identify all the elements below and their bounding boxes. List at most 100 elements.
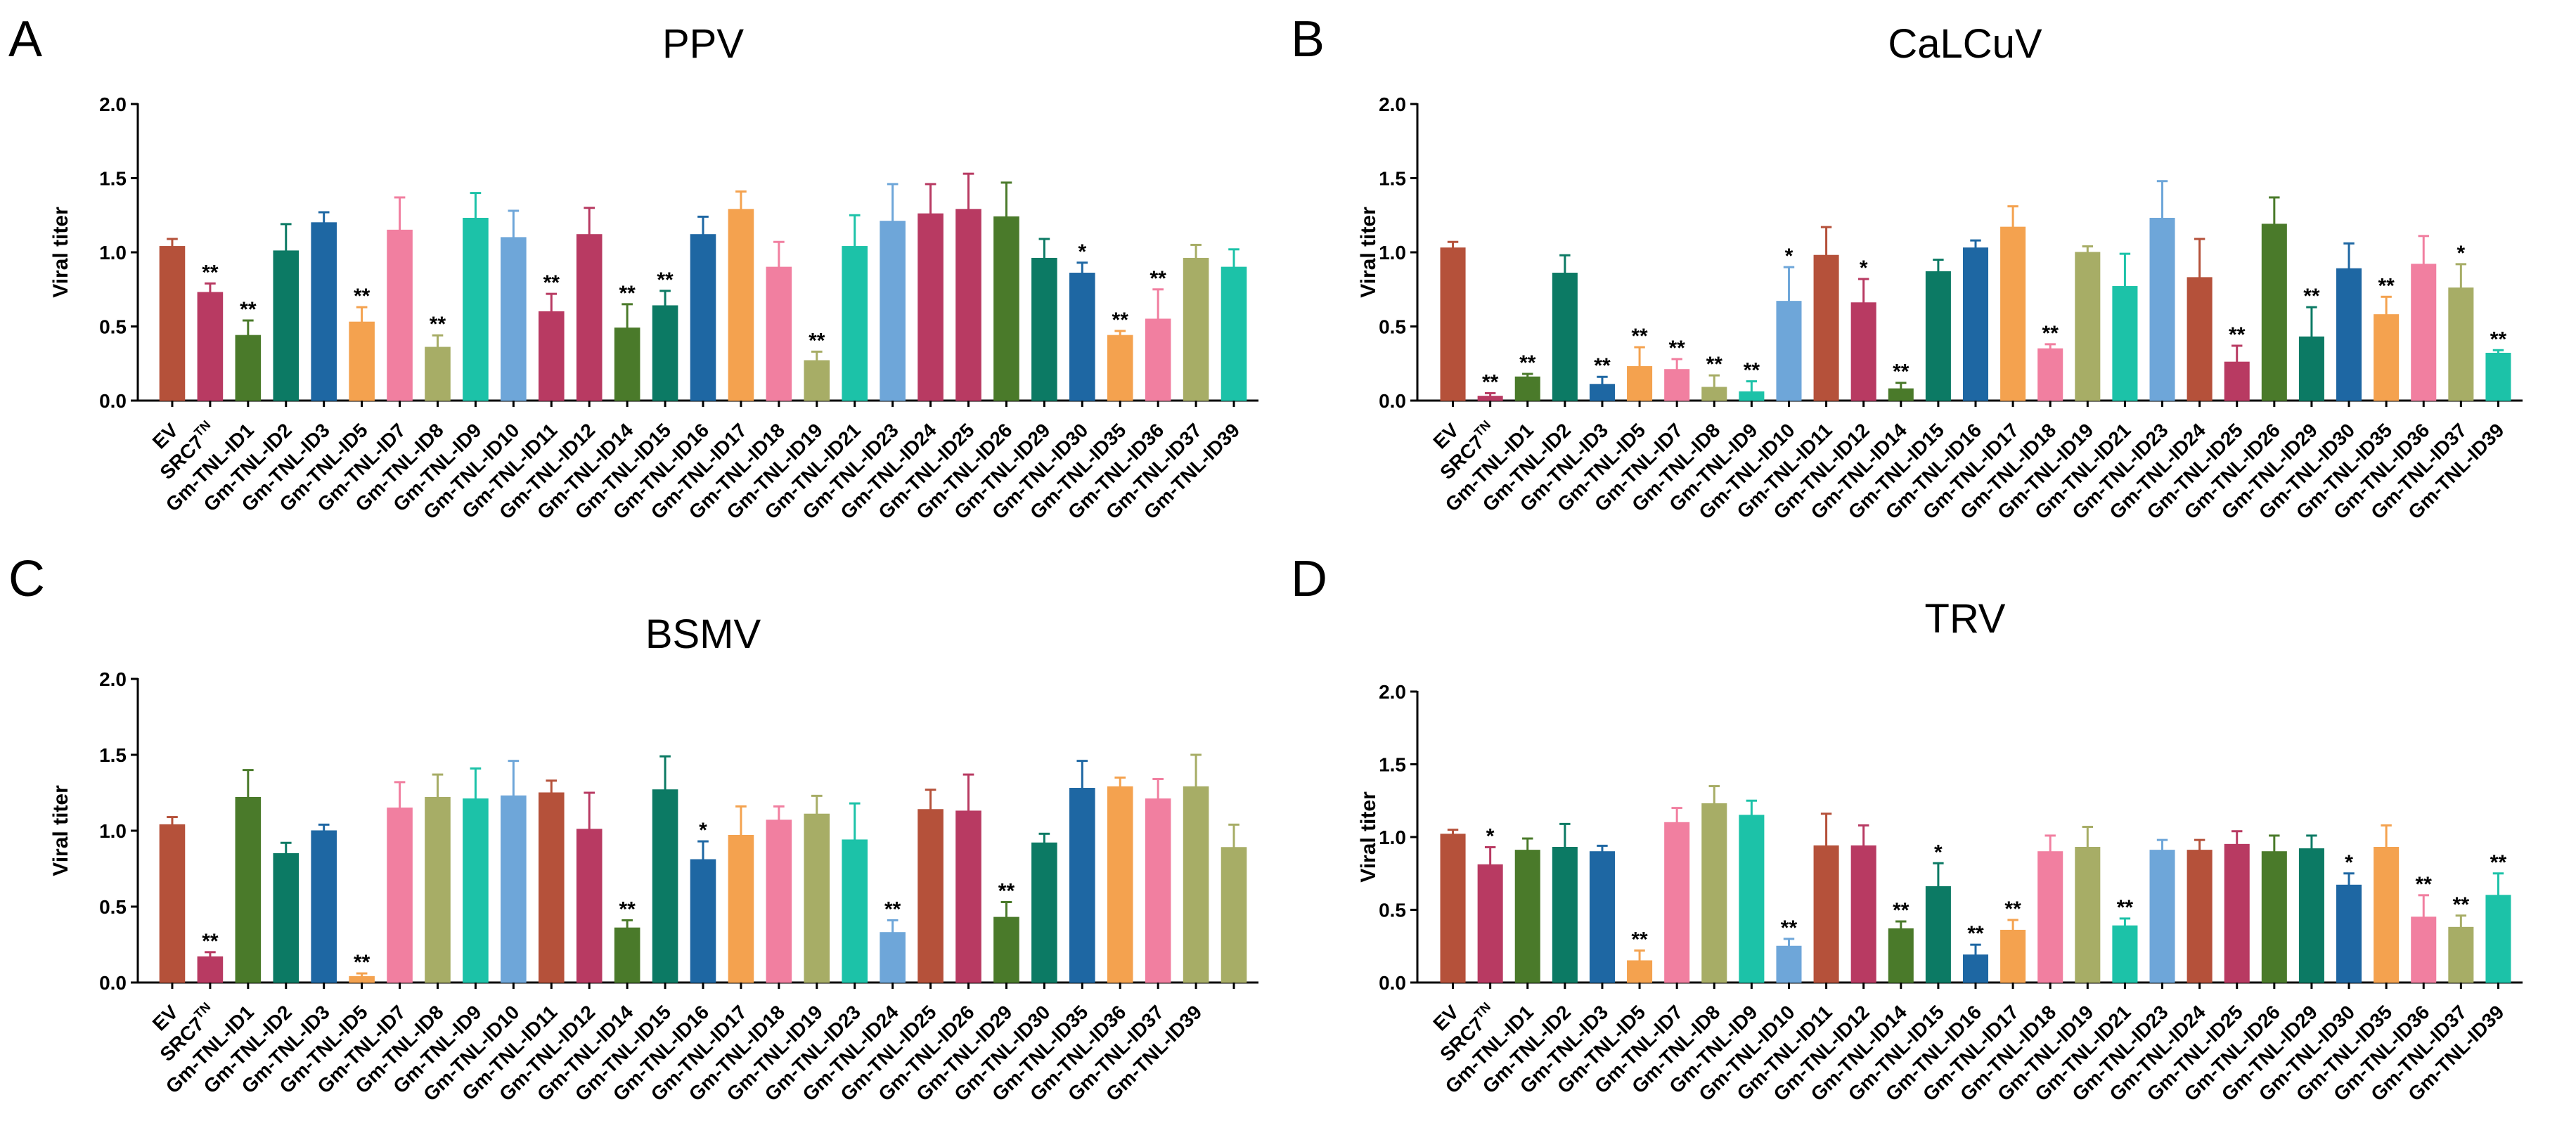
chart-c-ylabel: Viral titer (49, 785, 72, 876)
chart-c-bar (728, 834, 754, 983)
chart-a-bar (273, 250, 300, 401)
chart-a-significance: ** (657, 268, 674, 292)
chart-c-significance: ** (619, 897, 636, 921)
chart-a-ytick-label: 2.0 (99, 93, 127, 115)
chart-d-bar (2224, 843, 2250, 983)
chart-b-ytick-label: 1.5 (1379, 168, 1406, 190)
chart-a-bar (690, 234, 716, 401)
chart-b-bar (2411, 264, 2437, 401)
chart-a-significance: ** (1112, 309, 1129, 332)
chart-c-bar (1221, 847, 1247, 983)
chart-c-bar (1031, 842, 1057, 983)
chart-a-bar (728, 209, 754, 401)
chart-a-bar (1069, 273, 1095, 401)
chart-d-bar (1514, 850, 1540, 983)
chart-a-significance: ** (240, 298, 257, 321)
chart-a-bar (652, 305, 678, 401)
chart-c-bar (614, 927, 640, 983)
chart-a-bar (842, 246, 868, 401)
chart-d-significance: * (1934, 841, 1943, 864)
chart-d-ytick-label: 0.5 (1379, 900, 1406, 921)
chart-b-bar (1477, 396, 1503, 401)
chart-b-bar (1813, 254, 1839, 401)
chart-b-significance: ** (2378, 274, 2395, 297)
chart-a-bar (1145, 318, 1171, 401)
chart-c-bar (880, 932, 906, 983)
chart-a-bar (387, 229, 413, 401)
chart-d-bar (2411, 916, 2437, 983)
chart-c-bar (804, 813, 830, 983)
chart-b-bar (1440, 247, 1466, 401)
chart-b-bar (2149, 217, 2175, 401)
chart-d-ylabel: Viral titer (1357, 791, 1380, 883)
chart-b-ytick-label: 0.5 (1379, 316, 1406, 338)
chart-b-bar (1739, 391, 1765, 401)
chart-d-significance: ** (2490, 851, 2507, 874)
chart-a-significance: * (1078, 240, 1086, 264)
chart-a-bar (501, 237, 527, 401)
chart-a-significance: ** (1149, 267, 1166, 290)
chart-d-bar (1925, 886, 1951, 983)
chart-c-bar (538, 792, 565, 983)
chart-c-bar (576, 829, 603, 983)
chart-d-ytick-label: 2.0 (1379, 681, 1406, 703)
chart-d-bar (2075, 846, 2101, 983)
chart-a-significance: ** (543, 271, 560, 294)
chart-c-bar (159, 824, 186, 983)
chart-c-bar (1069, 788, 1095, 983)
chart-b-bar (1552, 273, 1578, 401)
chart-a-significance: ** (619, 282, 636, 305)
chart-d-bar (2149, 850, 2175, 983)
chart-c-significance: ** (202, 930, 219, 953)
chart-b-significance: ** (2229, 323, 2246, 346)
chart-a-ytick-label: 1.0 (99, 242, 127, 264)
chart-a-bar (804, 360, 830, 401)
chart-d-significance: ** (1967, 922, 1984, 945)
chart-a-significance: ** (354, 285, 371, 308)
chart-b-bar (2037, 348, 2063, 401)
chart-b-significance: ** (1631, 325, 1648, 348)
chart-a-bar (1031, 257, 1057, 401)
chart-c-bar (501, 795, 527, 983)
chart-b-significance: ** (1482, 370, 1499, 394)
chart-a-bar (159, 246, 186, 401)
chart-d-ytick-label: 1.5 (1379, 754, 1406, 776)
chart-b-bar (1664, 369, 1690, 401)
chart-b-bar (2187, 277, 2213, 401)
chart-d-bar (1888, 928, 1914, 983)
chart-a-significance: ** (430, 313, 446, 336)
chart-d-bar (2485, 895, 2511, 983)
chart-c-ytick-label: 2.0 (99, 668, 127, 690)
chart-c-bar (1145, 798, 1171, 983)
chart-a-bar (349, 321, 375, 401)
chart-c-ytick-label: 1.5 (99, 744, 127, 766)
chart-d-bar (1701, 803, 1727, 983)
chart-c-bar (463, 798, 489, 983)
chart-b-title: CaLCuV (1888, 21, 2042, 67)
chart-a-ytick-label: 0.5 (99, 316, 127, 338)
chart-c-title: BSMV (645, 611, 761, 657)
chart-d-bar (2187, 850, 2213, 983)
chart-b-significance: ** (1668, 337, 1685, 360)
panel-b-letter: B (1291, 11, 1325, 67)
chart-a-title: PPV (662, 21, 744, 67)
chart-d-bar (2000, 929, 2026, 983)
chart-b-significance: ** (1744, 359, 1760, 382)
chart-d-bar (1813, 845, 1839, 983)
chart-b-bar (2075, 252, 2101, 401)
panel-d-letter: D (1291, 551, 1327, 607)
chart-b-bar (1589, 384, 1615, 401)
chart-b-bar (1701, 387, 1727, 401)
chart-b-bar (1627, 365, 1653, 401)
chart-c-ytick-label: 1.0 (99, 820, 127, 842)
chart-b-ytick-label: 1.0 (1379, 242, 1406, 264)
chart-d-significance: ** (1781, 916, 1798, 940)
chart-d-bar (2448, 926, 2474, 983)
chart-b-significance: ** (2490, 328, 2507, 351)
chart-a-bar (311, 222, 337, 401)
chart-d-bar (2112, 925, 2138, 983)
chart-b-bar (1888, 388, 1914, 401)
chart-c-bar (652, 789, 678, 983)
